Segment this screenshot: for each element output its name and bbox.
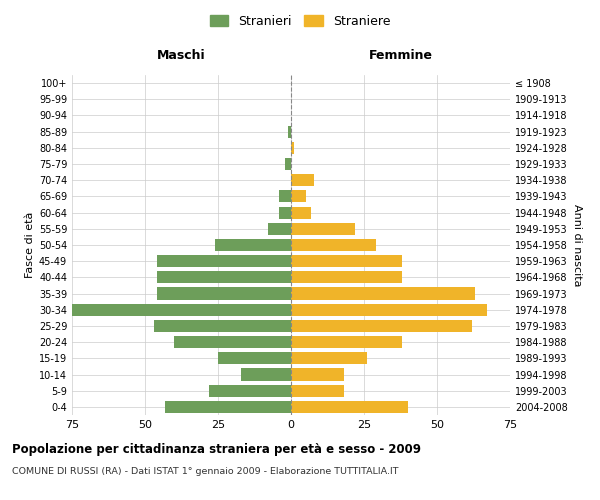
Text: Popolazione per cittadinanza straniera per età e sesso - 2009: Popolazione per cittadinanza straniera p… bbox=[12, 442, 421, 456]
Bar bbox=[157, 272, 291, 283]
Bar bbox=[291, 368, 344, 380]
Bar bbox=[174, 336, 291, 348]
Y-axis label: Anni di nascita: Anni di nascita bbox=[572, 204, 582, 286]
Bar bbox=[291, 304, 487, 316]
Bar bbox=[166, 401, 291, 413]
Bar bbox=[268, 222, 291, 235]
Bar bbox=[291, 272, 402, 283]
Bar bbox=[154, 320, 291, 332]
Bar bbox=[157, 255, 291, 268]
Bar bbox=[291, 206, 311, 218]
Bar bbox=[280, 206, 291, 218]
Bar bbox=[215, 239, 291, 251]
Bar bbox=[72, 304, 291, 316]
Bar bbox=[291, 288, 475, 300]
Bar bbox=[218, 352, 291, 364]
Bar bbox=[291, 336, 402, 348]
Bar bbox=[291, 255, 402, 268]
Text: Maschi: Maschi bbox=[157, 49, 206, 62]
Bar bbox=[291, 222, 355, 235]
Bar bbox=[291, 239, 376, 251]
Bar bbox=[280, 190, 291, 202]
Bar bbox=[291, 190, 305, 202]
Bar bbox=[291, 401, 408, 413]
Bar bbox=[285, 158, 291, 170]
Text: Femmine: Femmine bbox=[368, 49, 433, 62]
Bar bbox=[291, 320, 472, 332]
Legend: Stranieri, Straniere: Stranieri, Straniere bbox=[206, 11, 394, 32]
Bar bbox=[288, 126, 291, 138]
Y-axis label: Fasce di età: Fasce di età bbox=[25, 212, 35, 278]
Bar bbox=[291, 174, 314, 186]
Bar bbox=[209, 384, 291, 397]
Text: COMUNE DI RUSSI (RA) - Dati ISTAT 1° gennaio 2009 - Elaborazione TUTTITALIA.IT: COMUNE DI RUSSI (RA) - Dati ISTAT 1° gen… bbox=[12, 468, 398, 476]
Bar bbox=[241, 368, 291, 380]
Bar bbox=[291, 142, 294, 154]
Bar bbox=[291, 352, 367, 364]
Bar bbox=[157, 288, 291, 300]
Bar bbox=[291, 384, 344, 397]
